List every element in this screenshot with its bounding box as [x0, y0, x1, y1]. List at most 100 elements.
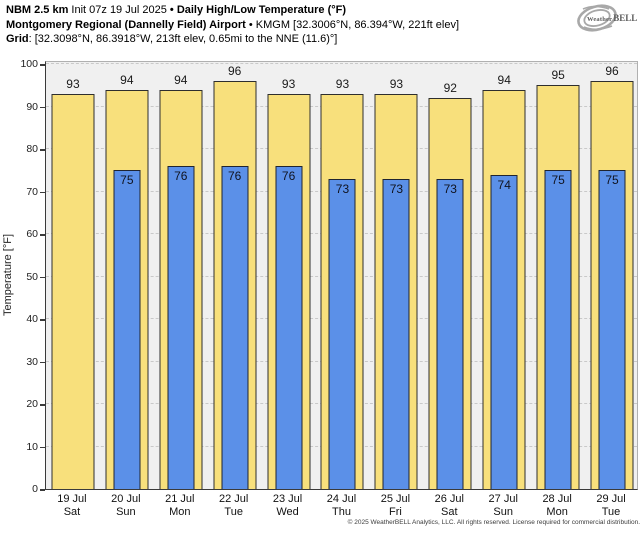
- header-line-1: NBM 2.5 km Init 07z 19 Jul 2025 • Daily …: [6, 3, 459, 18]
- day-slot: 93 76: [262, 62, 316, 489]
- x-tick-weekday: Sat: [63, 506, 81, 518]
- high-value-label: 96: [605, 64, 619, 78]
- high-value-label: 94: [497, 72, 511, 87]
- high-value-label: 94: [174, 72, 188, 87]
- low-temp-bar: 75: [598, 170, 626, 489]
- day-slot: 94 75: [100, 62, 154, 489]
- day-slot: 92 73: [423, 62, 477, 489]
- separator-dot: •: [248, 18, 253, 31]
- logo-text-weather: Weather: [587, 16, 612, 23]
- high-value-label: 95: [551, 68, 565, 83]
- x-tick-date: 28 Jul: [542, 493, 572, 505]
- x-tick-weekday: Sun: [493, 506, 513, 518]
- y-tick-mark: [40, 404, 45, 406]
- low-value-label: 73: [443, 181, 457, 196]
- x-tick-label: 27 Jul Sun: [476, 493, 530, 519]
- x-tick-date: 19 Jul: [57, 493, 87, 505]
- y-tick-label: 70: [26, 185, 38, 198]
- day-slot: 95 75: [531, 62, 585, 489]
- y-tick-mark: [40, 191, 45, 193]
- x-tick-label: 28 Jul Mon: [530, 493, 584, 519]
- station-meta: KMGM [32.3006°N, 86.394°W, 221ft elev]: [255, 18, 460, 31]
- low-value-label: 73: [389, 181, 404, 196]
- low-temp-bar: 76: [167, 166, 195, 489]
- y-tick-label: 80: [26, 143, 38, 155]
- day-slot: 93: [46, 62, 100, 489]
- gridline: [46, 63, 637, 64]
- low-temp-bar: 73: [328, 178, 356, 489]
- low-value-label: 74: [497, 177, 511, 192]
- y-tick-mark: [40, 149, 45, 151]
- copyright-notice: © 2025 WeatherBELL Analytics, LLC. All r…: [347, 519, 640, 526]
- header-line-3: Grid: [32.3098°N, 86.3918°W, 213ft elev,…: [6, 32, 459, 47]
- x-tick-date: 23 Jul: [272, 493, 303, 505]
- day-slot: 96 76: [208, 62, 262, 489]
- x-tick-date: 20 Jul: [111, 493, 141, 505]
- day-slot: 94 76: [154, 62, 208, 489]
- high-value-label: 93: [335, 76, 350, 91]
- x-tick-label: 21 Jul Mon: [153, 493, 207, 519]
- y-tick-mark: [40, 489, 45, 491]
- high-value-label: 93: [281, 76, 296, 91]
- chart-header: NBM 2.5 km Init 07z 19 Jul 2025 • Daily …: [6, 3, 459, 47]
- day-slot: 93 73: [316, 62, 370, 489]
- x-tick-weekday: Wed: [276, 506, 299, 518]
- x-tick-label: 25 Jul Fri: [368, 493, 422, 519]
- low-temp-bar: 76: [275, 166, 303, 489]
- y-tick-label: 10: [26, 440, 38, 453]
- y-tick-label: 0: [32, 483, 38, 495]
- y-tick-label: 90: [26, 100, 38, 113]
- y-tick-mark: [40, 446, 45, 448]
- separator-dot: •: [169, 4, 174, 16]
- y-tick-mark: [40, 234, 45, 236]
- low-value-label: 75: [605, 173, 619, 188]
- x-tick-weekday: Mon: [169, 506, 191, 518]
- x-tick-label: 24 Jul Thu: [315, 493, 369, 519]
- model-name: NBM 2.5 km: [6, 4, 69, 16]
- x-tick-label: 22 Jul Tue: [207, 493, 261, 519]
- y-tick-label: 100: [20, 58, 38, 70]
- weatherbell-logo-icon: WeatherBELL: [577, 4, 637, 32]
- x-tick-weekday: Sun: [116, 506, 136, 518]
- x-tick-weekday: Tue: [224, 506, 243, 518]
- low-value-label: 76: [174, 169, 188, 183]
- high-value-label: 92: [443, 81, 457, 95]
- low-temp-bar: 73: [436, 178, 464, 489]
- station-name: Montgomery Regional (Dannelly Field) Air…: [6, 18, 246, 31]
- header-line-2: Montgomery Regional (Dannelly Field) Air…: [6, 18, 459, 33]
- y-tick-mark: [40, 276, 45, 278]
- x-tick-weekday: Mon: [546, 506, 568, 518]
- low-temp-bar: 76: [221, 166, 249, 489]
- y-tick-mark: [40, 361, 45, 363]
- x-tick-date: 29 Jul: [596, 493, 626, 505]
- x-tick-date: 26 Jul: [434, 493, 464, 505]
- x-tick-label: 23 Jul Wed: [261, 493, 315, 519]
- y-tick-mark: [40, 319, 45, 321]
- grid-label: Grid: [6, 33, 29, 45]
- x-tick-date: 21 Jul: [165, 493, 195, 505]
- x-tick-label: 29 Jul Tue: [584, 493, 638, 519]
- y-tick-label: 30: [26, 355, 38, 368]
- high-value-label: 96: [227, 64, 242, 78]
- x-tick-weekday: Sat: [441, 506, 458, 518]
- low-temp-bar: 73: [382, 178, 410, 489]
- y-tick-mark: [40, 106, 45, 108]
- low-temp-bar: 75: [113, 170, 141, 489]
- high-temp-bar: [51, 93, 95, 489]
- x-tick-date: 22 Jul: [218, 493, 249, 505]
- low-value-label: 75: [551, 173, 565, 188]
- y-tick-label: 60: [26, 228, 38, 240]
- x-tick-label: 26 Jul Sat: [422, 493, 476, 519]
- low-value-label: 73: [335, 181, 350, 196]
- x-tick-label: 19 Jul Sat: [45, 493, 99, 519]
- y-tick-label: 50: [26, 270, 38, 283]
- x-tick-date: 24 Jul: [326, 493, 357, 505]
- x-tick-date: 27 Jul: [488, 493, 518, 505]
- low-value-label: 76: [281, 169, 296, 183]
- logo-text-bell: BELL: [613, 13, 637, 23]
- high-value-label: 93: [389, 76, 404, 91]
- x-tick-weekday: Tue: [601, 506, 621, 518]
- high-value-label: 93: [66, 76, 80, 91]
- init-time: Init 07z 19 Jul 2025: [71, 4, 167, 16]
- product-title: Daily High/Low Temperature (°F): [176, 4, 347, 16]
